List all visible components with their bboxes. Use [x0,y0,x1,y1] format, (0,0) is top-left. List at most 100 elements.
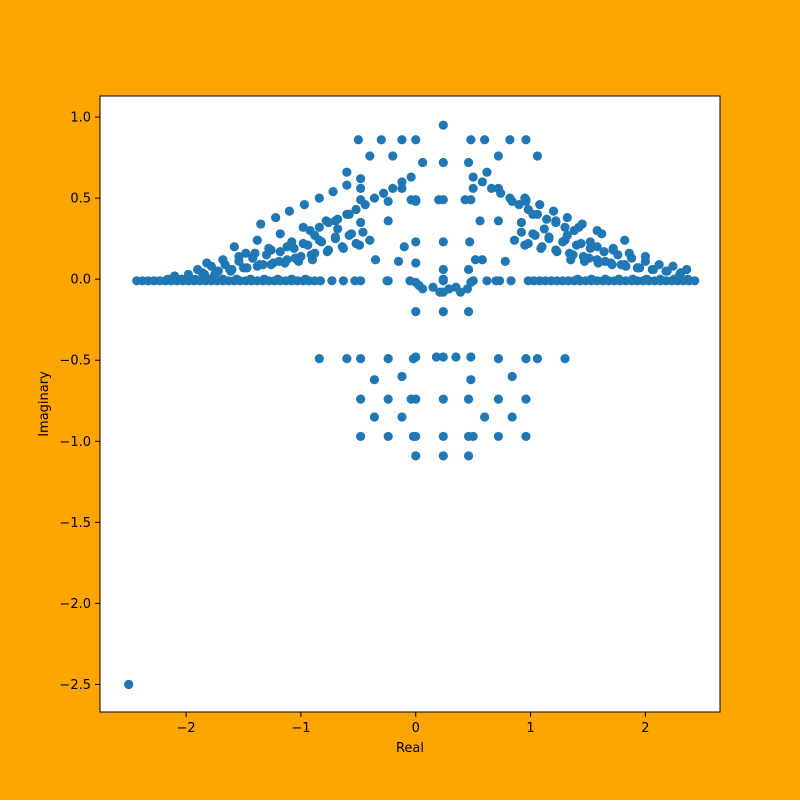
data-point [577,219,587,229]
data-point [535,200,545,210]
data-point [287,274,297,284]
y-axis-label: Imaginary [37,371,52,437]
data-point [365,151,375,161]
data-point [290,253,300,263]
data-point [411,307,421,317]
data-point [330,232,340,242]
data-point [226,266,236,276]
data-point [532,354,543,364]
data-point [356,183,366,193]
y-tick-label: −2.0 [59,597,91,612]
data-point [539,224,549,234]
y-tick-label: 0.0 [70,273,91,288]
data-point [438,276,448,286]
plot-frame [99,95,721,713]
data-point [668,261,678,271]
data-point [683,274,693,284]
data-point [322,247,332,257]
data-point [475,216,485,226]
data-point [477,177,487,187]
y-axis-ticks: −2.5 −2.0 −1.5 −1.0 −0.5 0.0 0.5 1.0 [59,111,100,693]
data-point [466,195,476,205]
data-point [356,354,366,364]
data-point [397,183,407,193]
data-point [284,206,295,216]
data-point [647,264,657,275]
data-point [250,248,260,258]
data-point [190,274,200,284]
data-point [356,431,366,442]
data-point [528,229,538,239]
data-point [562,212,572,223]
data-point [275,229,285,239]
data-point [438,157,448,168]
data-point [411,431,421,442]
data-point [314,222,324,232]
data-point [323,217,334,228]
data-point [346,229,357,239]
data-point [586,274,597,284]
data-point [259,274,269,284]
data-point [470,255,481,265]
data-point [548,206,559,216]
data-point [370,255,381,265]
data-point [438,195,448,205]
data-point [411,352,421,362]
data-point [444,284,454,294]
data-point [491,276,501,286]
data-point [378,188,389,198]
data-point [493,216,504,226]
data-point [463,394,474,404]
data-point [356,195,366,205]
data-point [388,183,398,193]
data-point [482,276,492,286]
data-point [506,276,516,286]
data-point [466,375,476,385]
data-point [356,217,366,228]
data-point [287,237,297,247]
data-point [532,151,543,161]
data-point [383,276,393,286]
data-point [573,274,583,284]
data-point [176,274,187,284]
data-point [274,256,284,266]
data-point [369,193,380,203]
data-point [468,431,478,442]
y-tick-label: −0.5 [59,354,91,369]
data-point [328,187,338,197]
data-point [354,240,365,250]
data-point [569,225,579,236]
x-tick-label: 0 [412,721,420,736]
data-point [383,354,393,364]
data-point [505,135,515,145]
data-point [327,276,337,286]
data-point [507,196,517,206]
data-point [477,255,487,265]
data-point [306,250,316,260]
data-point [356,174,366,184]
data-point [411,237,421,247]
data-point [507,412,517,422]
data-point [411,135,421,145]
data-point [353,135,363,145]
data-point [273,274,283,284]
data-point [493,354,504,364]
data-point [608,243,618,253]
data-point [592,255,602,265]
data-point [592,242,602,252]
data-point [411,258,421,268]
data-point [468,183,478,193]
data-point [397,135,407,145]
data-point [600,256,610,266]
data-point [640,251,650,262]
data-point [551,217,561,228]
data-point [463,451,474,461]
data-point [330,216,340,226]
data-point [298,238,308,249]
data-point [342,180,352,190]
data-point [493,151,504,161]
data-point [258,259,268,270]
data-point [466,135,476,145]
data-point [521,431,531,442]
